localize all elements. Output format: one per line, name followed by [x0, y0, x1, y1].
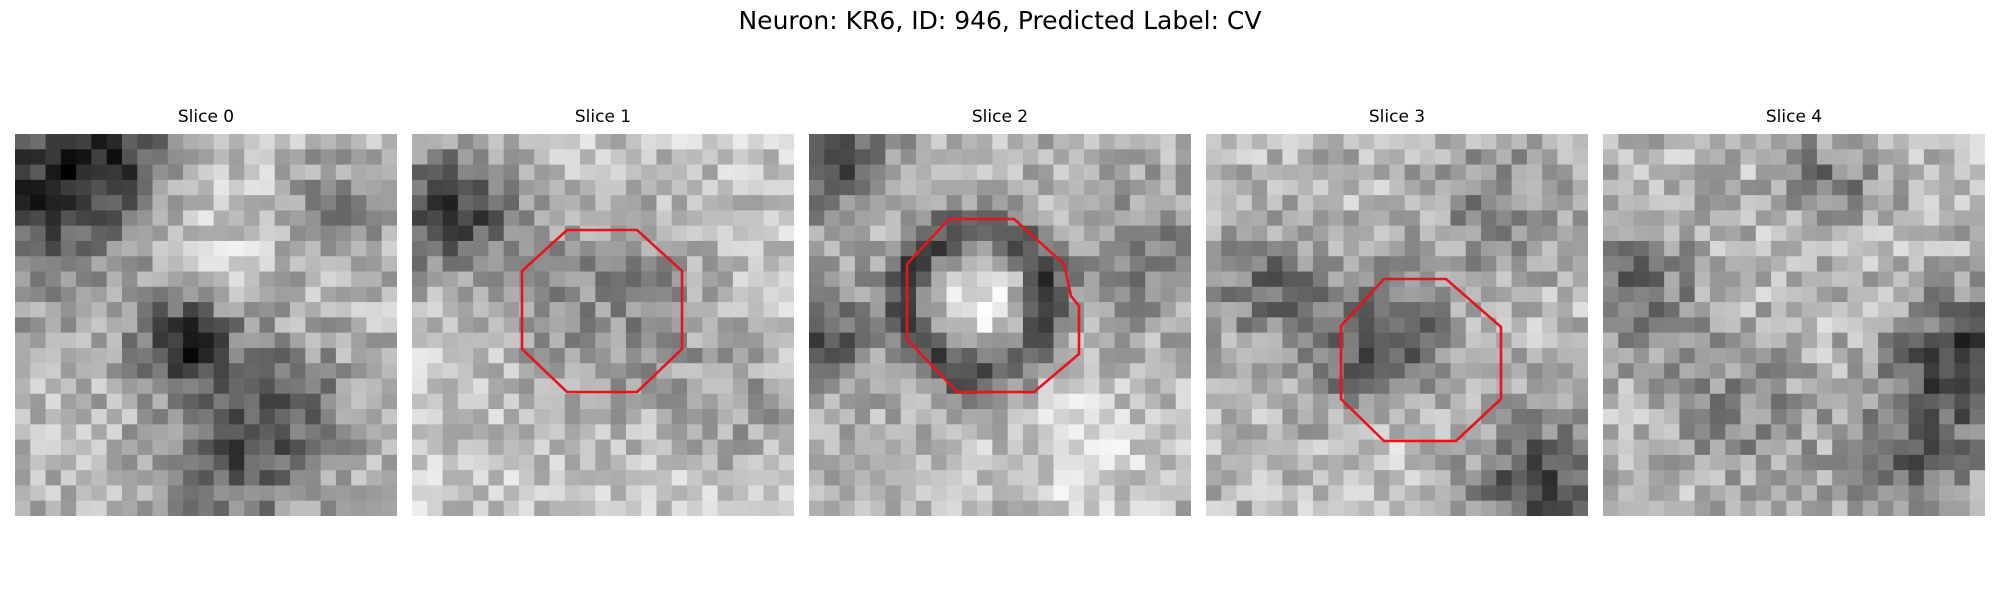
pixel-grid	[15, 134, 397, 516]
slice-image-1	[412, 134, 794, 516]
roi-contour-3	[1339, 277, 1503, 443]
slice-image-2	[809, 134, 1191, 516]
slice-image-4	[1603, 134, 1985, 516]
slice-title-1: Slice 1	[574, 107, 632, 127]
slice-image-0	[15, 134, 397, 516]
slice-panel-3: Slice 3	[1206, 107, 1588, 516]
slice-image-3	[1206, 134, 1588, 516]
roi-contour-1	[520, 228, 684, 394]
pixel-grid	[1603, 134, 1985, 516]
slice-title-0: Slice 0	[177, 107, 235, 127]
slice-panel-4: Slice 4	[1603, 107, 1985, 516]
pixel-grid	[1206, 134, 1588, 516]
pixel-grid	[412, 134, 794, 516]
slice-panel-2: Slice 2	[809, 107, 1191, 516]
slice-panel-0: Slice 0	[15, 107, 397, 516]
slice-panel-1: Slice 1	[412, 107, 794, 516]
figure-title: Neuron: KR6, ID: 946, Predicted Label: C…	[738, 6, 1262, 35]
slice-title-4: Slice 4	[1765, 107, 1823, 127]
slice-title-3: Slice 3	[1368, 107, 1426, 127]
roi-contour-2	[905, 217, 1081, 394]
pixel-grid	[809, 134, 1191, 516]
slice-title-2: Slice 2	[971, 107, 1029, 127]
